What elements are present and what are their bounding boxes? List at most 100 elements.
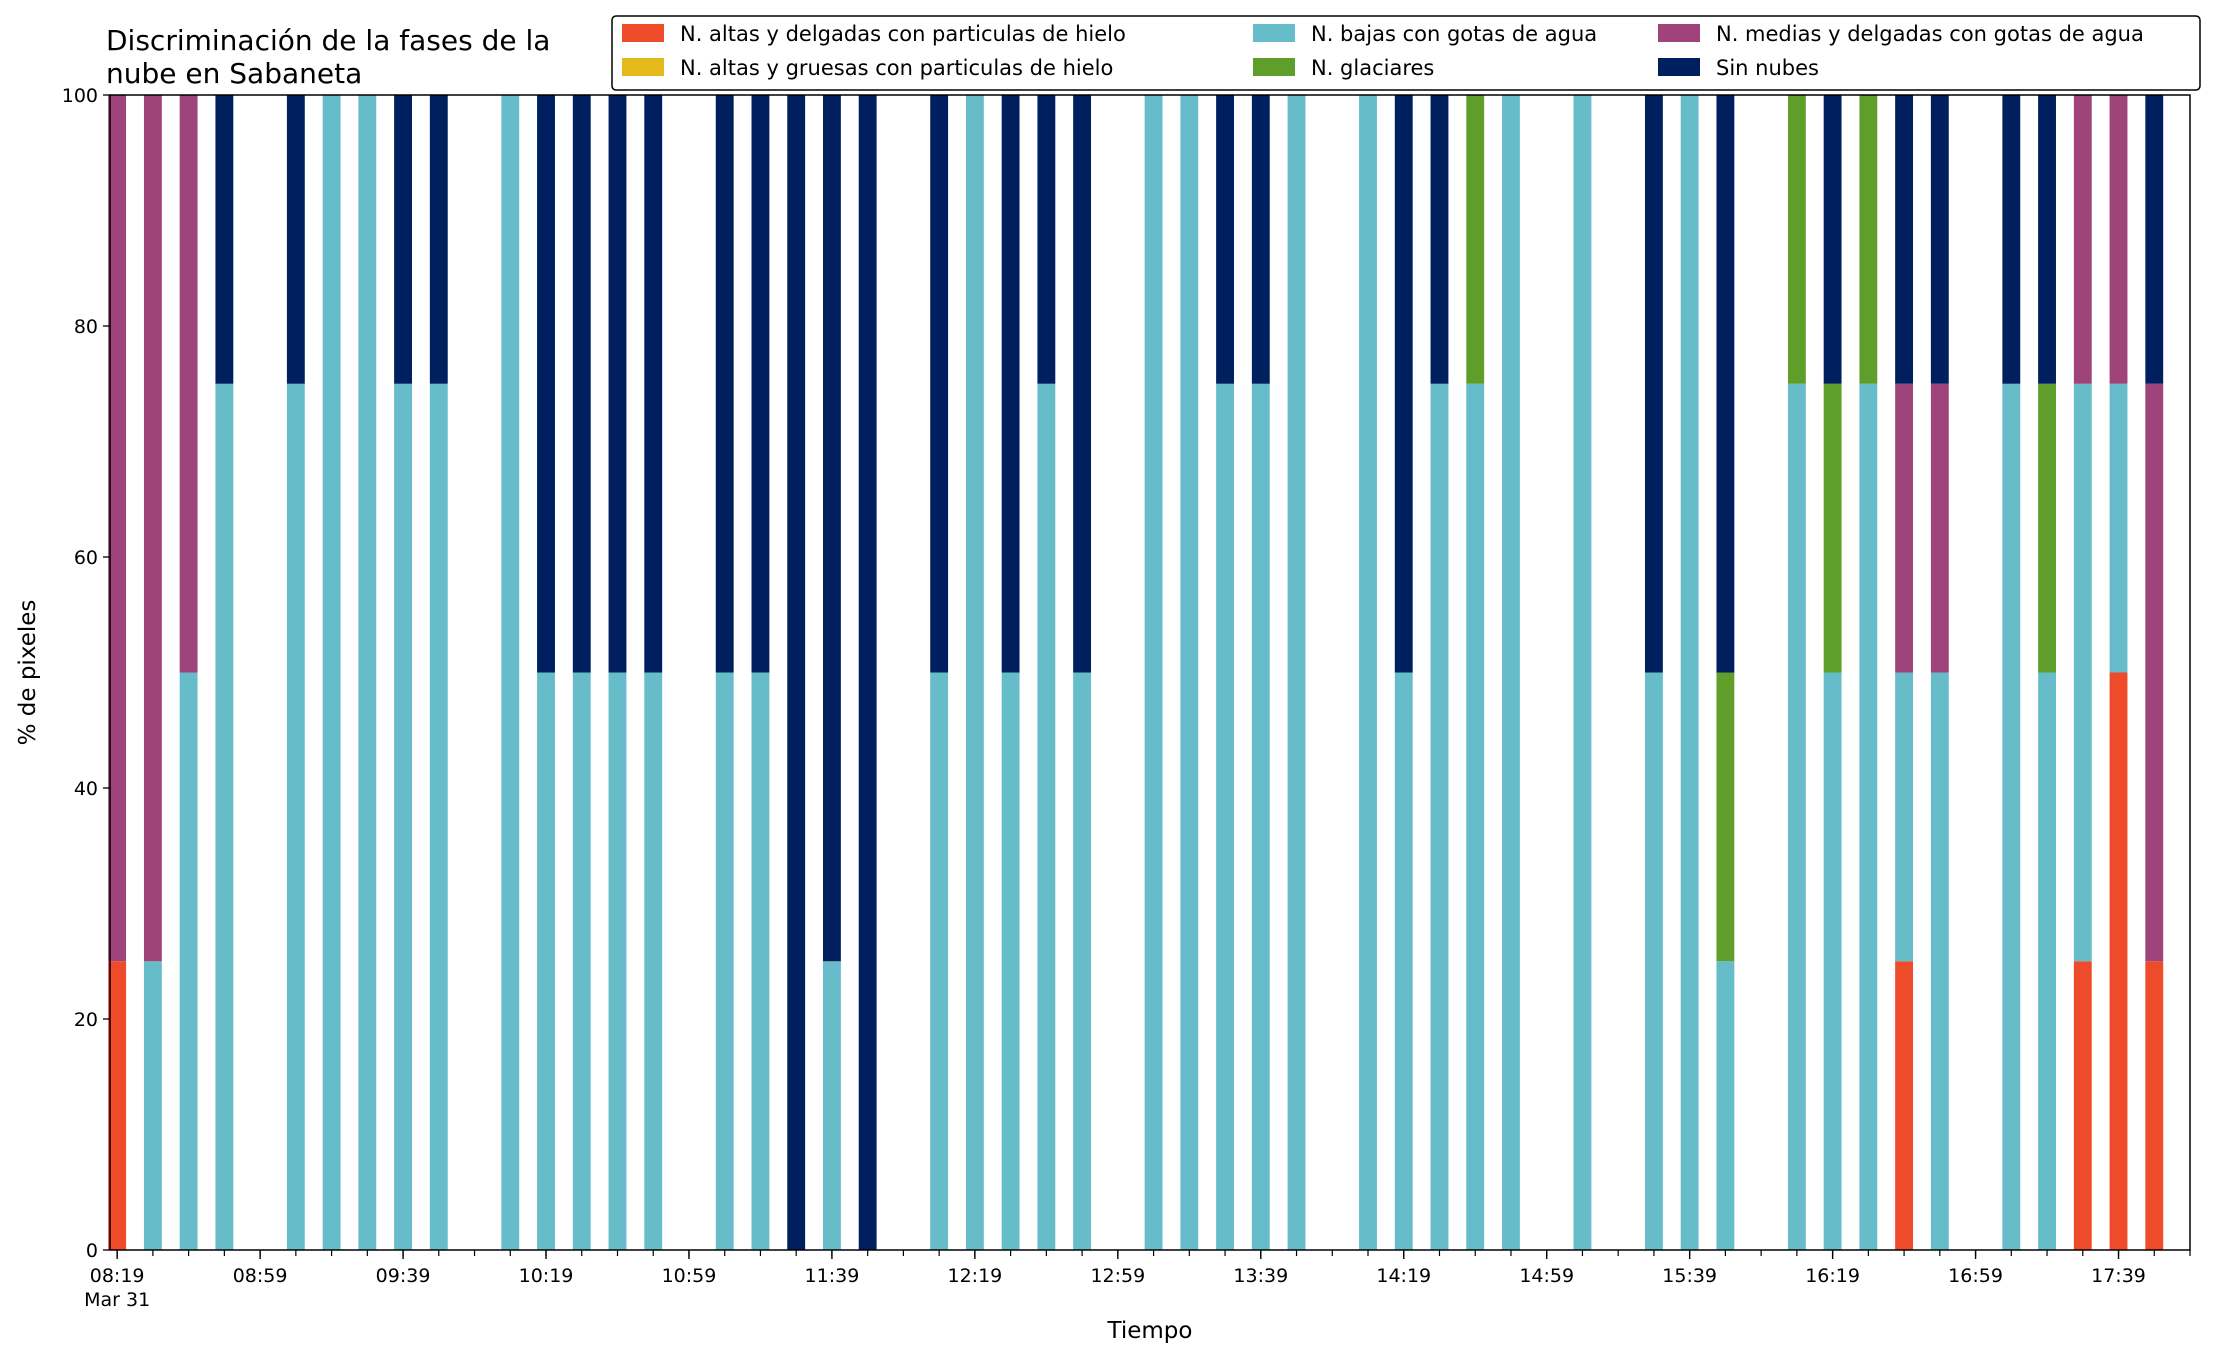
y-tick-label: 60	[74, 547, 98, 569]
bar-segment	[1859, 383, 1878, 1250]
legend-label: N. bajas con gotas de agua	[1311, 22, 1597, 46]
bar-segment	[1895, 383, 1914, 673]
bar-segment	[1466, 383, 1485, 1250]
bar-segment	[286, 95, 305, 384]
legend-swatch	[1253, 24, 1295, 42]
bar-segment	[1895, 961, 1914, 1250]
bar-segment	[501, 95, 520, 1250]
bar-segment	[537, 672, 555, 1250]
bar-segment	[179, 95, 198, 673]
bar-segment	[2002, 95, 2021, 384]
bar-segment	[1037, 383, 1056, 1250]
legend-swatch	[622, 58, 664, 76]
bar-segment	[394, 383, 412, 1250]
bar-segment	[572, 95, 591, 673]
legend-label: N. glaciares	[1311, 56, 1434, 80]
bar-segment	[2145, 961, 2164, 1250]
bar-segment	[1466, 95, 1485, 384]
bar-segment	[2073, 95, 2092, 384]
bar-segment	[1716, 95, 1735, 673]
bar-segment	[1001, 95, 1020, 673]
bar-segment	[2038, 95, 2056, 384]
bar-segment	[215, 95, 234, 384]
x-tick-label: 10:59	[662, 1265, 717, 1287]
y-tick-label: 20	[74, 1009, 98, 1031]
bar-segment	[2109, 383, 2128, 673]
x-date-label: Mar 31	[84, 1289, 150, 1311]
bar-segment	[1251, 383, 1270, 1250]
bar-segment	[322, 95, 341, 1250]
y-tick-label: 100	[62, 85, 98, 107]
legend-label: Sin nubes	[1716, 56, 1819, 80]
legend-swatch	[1658, 58, 1700, 76]
bar-segment	[608, 95, 627, 673]
bar-segment	[1859, 95, 1878, 384]
chart-title: Discriminación de la fases de la nube en …	[106, 24, 550, 90]
bar-segment	[1073, 95, 1092, 673]
x-tick-label: 12:19	[947, 1265, 1002, 1287]
y-tick-label: 40	[74, 778, 98, 800]
bar-segment	[1216, 383, 1234, 1250]
bar-segment	[1930, 95, 1949, 384]
bar-segment	[1895, 672, 1914, 962]
bar-segment	[572, 672, 591, 1250]
x-tick-label: 13:39	[1233, 1265, 1288, 1287]
y-axis-label: % de pixeles	[15, 600, 41, 746]
x-tick-label: 14:19	[1376, 1265, 1431, 1287]
x-tick-label: 12:59	[1090, 1265, 1145, 1287]
bar-segment	[1430, 383, 1449, 1250]
x-tick-label: 11:39	[805, 1265, 860, 1287]
bar-segment	[1394, 672, 1413, 1250]
bar-segment	[787, 95, 806, 1250]
legend-label: N. medias y delgadas con gotas de agua	[1716, 22, 2144, 46]
bar-segment	[108, 961, 127, 1250]
bar-segment	[1716, 672, 1735, 962]
bar-segment	[1180, 95, 1199, 1250]
bar-segment	[1823, 95, 1842, 384]
bar-segment	[2073, 961, 2092, 1250]
chart-title-line: Discriminación de la fases de la	[106, 24, 550, 57]
bar-segment	[930, 672, 949, 1250]
bar-segment	[394, 95, 412, 384]
x-tick-label: 16:59	[1948, 1265, 2003, 1287]
bar-segment	[1787, 95, 1806, 384]
bar-segment	[1644, 672, 1663, 1250]
bar-segment	[1216, 95, 1234, 384]
bar-segment	[930, 95, 949, 673]
bars-layer	[108, 95, 2164, 1250]
bar-segment	[429, 95, 448, 384]
bar-segment	[1716, 961, 1735, 1250]
bar-segment	[2002, 383, 2021, 1250]
text-layer: 0 20 40 60 80 100 08:19 08:59 09:39 10:19 10:59 11:…	[15, 24, 2146, 1344]
y-tick-label: 0	[86, 1240, 98, 1262]
bar-segment	[1680, 95, 1699, 1250]
bar-segment	[751, 672, 770, 1250]
bar-segment	[1502, 95, 1520, 1250]
bar-segment	[179, 672, 198, 1250]
bar-segment	[2145, 95, 2164, 384]
bar-segment	[1037, 95, 1056, 384]
legend-swatch	[1658, 24, 1700, 42]
x-tick-label: 10:19	[519, 1265, 574, 1287]
legend-label: N. altas y delgadas con particulas de hi…	[680, 22, 1126, 46]
bar-segment	[751, 95, 770, 673]
x-tick-label: 09:39	[376, 1265, 431, 1287]
bar-segment	[858, 95, 877, 1250]
bar-segment	[537, 95, 555, 673]
bar-segment	[1394, 95, 1413, 673]
bar-segment	[2109, 95, 2128, 384]
bar-segment	[715, 672, 734, 1250]
x-tick-label: 08:59	[233, 1265, 288, 1287]
x-axis-label: Tiempo	[1107, 1318, 1193, 1344]
x-tick-label: 15:39	[1662, 1265, 1717, 1287]
bar-segment	[965, 95, 984, 1250]
chart-title-line: nube en Sabaneta	[106, 57, 362, 90]
x-tick-label: 08:19	[90, 1265, 145, 1287]
bar-segment	[143, 95, 162, 962]
legend: N. altas y delgadas con particulas de hi…	[611, 15, 2201, 91]
plot-frame	[109, 94, 2191, 1251]
bar-segment	[644, 672, 663, 1250]
bar-segment	[1287, 95, 1306, 1250]
bar-segment	[1895, 95, 1914, 384]
